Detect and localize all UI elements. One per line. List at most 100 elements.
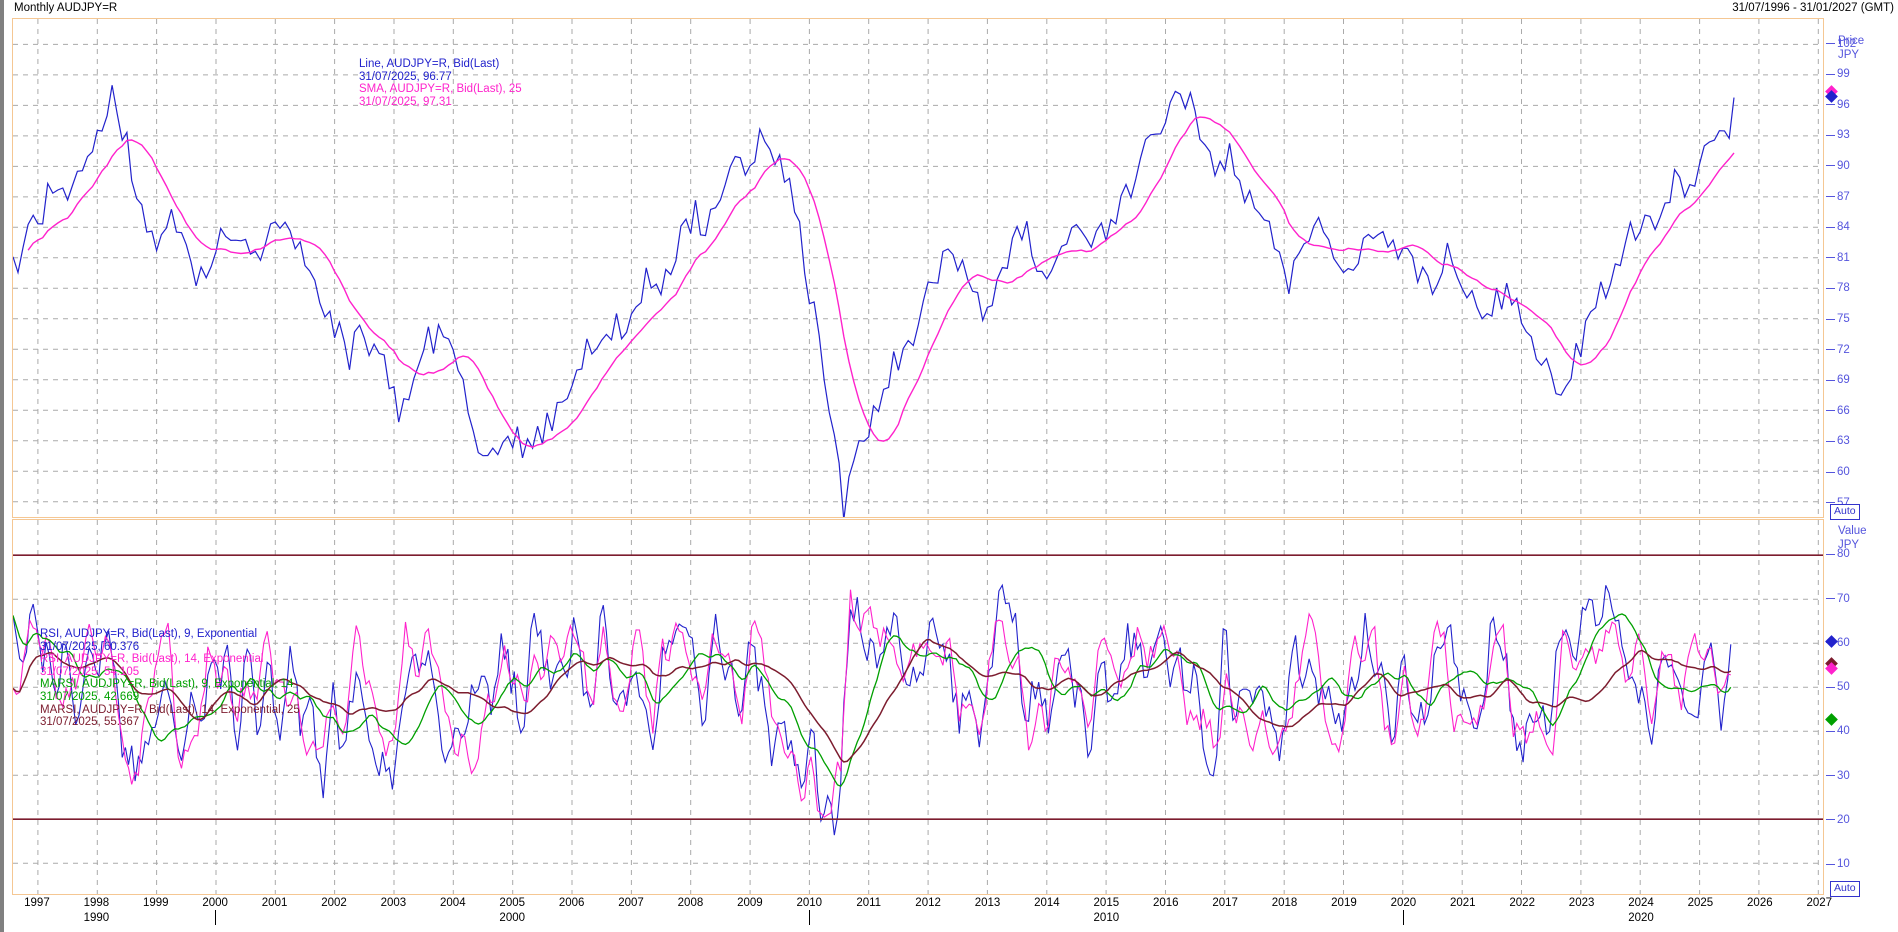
tick-dash bbox=[1826, 598, 1835, 600]
tick-label: 60 bbox=[1837, 636, 1850, 649]
tick-label: 60 bbox=[1837, 466, 1850, 479]
tick-dash bbox=[1826, 134, 1835, 136]
tick-label: 69 bbox=[1837, 374, 1850, 387]
x-axis: 1997 1998 1999 2000 2001 2002 2003 2004 2005 2006… bbox=[12, 896, 1832, 932]
x-axis-year-label: 2022 bbox=[1509, 897, 1535, 909]
tick-label: 20 bbox=[1837, 813, 1850, 826]
tick-dash bbox=[1826, 318, 1835, 320]
tick-dash bbox=[1826, 226, 1835, 228]
value-axis-tick: 40 bbox=[1826, 725, 1850, 737]
legend-rsi14: RSI, AUDJPY=R, Bid(Last), 14, Exponentia… bbox=[40, 653, 264, 666]
price-axis-tick: 69 bbox=[1826, 374, 1850, 386]
tick-label: 81 bbox=[1837, 251, 1850, 264]
tick-dash bbox=[1826, 165, 1835, 167]
x-axis-tick-mark bbox=[809, 910, 811, 925]
x-axis-year-label: 2009 bbox=[737, 897, 763, 909]
legend-marsi14-value: 31/07/2025, 55.367 bbox=[40, 716, 140, 729]
tick-label: 99 bbox=[1837, 68, 1850, 81]
price-plot bbox=[13, 19, 1823, 517]
value-axis-tick: 50 bbox=[1826, 681, 1850, 693]
tick-dash bbox=[1826, 819, 1835, 821]
x-axis-decade-label: 1990 bbox=[83, 912, 110, 924]
legend-sma-value: 31/07/2025, 97.31 bbox=[359, 95, 452, 108]
x-axis-year-label: 2025 bbox=[1687, 897, 1714, 909]
price-y-axis: Price JPY 102 99 96 93 90 87 84 81 78 75 72 69 66 63 6… bbox=[1825, 18, 1898, 520]
x-axis-year-label: 2026 bbox=[1747, 897, 1773, 909]
tick-dash bbox=[1826, 686, 1835, 688]
tick-dash bbox=[1826, 553, 1835, 555]
x-axis-year-label: 2007 bbox=[618, 897, 644, 909]
price-chart-panel[interactable] bbox=[12, 18, 1824, 518]
legend-line-price: Line, AUDJPY=R, Bid(Last) bbox=[359, 58, 500, 70]
indicator-plot bbox=[13, 520, 1823, 894]
legend-rsi9: RSI, AUDJPY=R, Bid(Last), 9, Exponential bbox=[40, 628, 258, 640]
tick-dash bbox=[1826, 379, 1835, 381]
legend-rsi9-value: 31/07/2025, 60.376 bbox=[40, 640, 140, 653]
tick-label: 90 bbox=[1837, 159, 1850, 172]
price-axis-tick: 90 bbox=[1826, 160, 1850, 172]
x-axis-year-label: 2027 bbox=[1806, 897, 1833, 909]
price-axis-tick: 66 bbox=[1826, 405, 1850, 417]
x-axis-year-label: 2008 bbox=[677, 897, 704, 909]
tick-label: 70 bbox=[1837, 592, 1850, 605]
x-axis-tick-mark bbox=[1403, 910, 1405, 925]
page-title: Monthly AUDJPY=R bbox=[14, 2, 118, 14]
x-axis-decade-label: 2020 bbox=[1628, 912, 1654, 924]
tick-dash bbox=[1826, 43, 1835, 44]
x-axis-year-label: 2018 bbox=[1271, 897, 1298, 909]
tick-label: 63 bbox=[1837, 435, 1850, 448]
tick-label: 87 bbox=[1837, 190, 1850, 203]
value-axis-tick: 80 bbox=[1826, 548, 1850, 560]
tick-label: 84 bbox=[1837, 221, 1850, 234]
tick-dash bbox=[1826, 196, 1835, 198]
value-axis-title: Value bbox=[1838, 525, 1867, 537]
x-axis-year-label: 2016 bbox=[1152, 897, 1179, 909]
date-range-label: 31/07/1996 - 31/01/2027 (GMT) bbox=[1732, 2, 1894, 14]
tick-dash bbox=[1826, 287, 1835, 289]
price-axis-title: Price bbox=[1838, 35, 1865, 47]
x-axis-year-label: 2017 bbox=[1212, 897, 1238, 909]
tick-label: 78 bbox=[1837, 282, 1850, 295]
legend-marsi14: MARSI, AUDJPY=R, Bid(Last), 14, Exponent… bbox=[40, 703, 300, 716]
price-axis-tick: 63 bbox=[1826, 435, 1850, 447]
value-axis-tick: 70 bbox=[1826, 593, 1850, 605]
x-axis-year-label: 2003 bbox=[380, 897, 407, 909]
x-axis-year-label: 1998 bbox=[83, 897, 110, 909]
x-axis-year-label: 2000 bbox=[202, 897, 228, 909]
price-axis-tick: 60 bbox=[1826, 466, 1850, 478]
tick-dash bbox=[1826, 73, 1835, 75]
price-axis-tick: 99 bbox=[1826, 68, 1850, 80]
tick-label: 66 bbox=[1837, 404, 1850, 417]
tick-dash bbox=[1826, 471, 1835, 473]
legend-marsi9-value: 31/07/2025, 42.669 bbox=[40, 690, 140, 703]
x-axis-year-label: 2021 bbox=[1449, 897, 1476, 909]
value-axis-tick: 10 bbox=[1826, 858, 1850, 870]
indicator-chart-panel[interactable] bbox=[12, 519, 1824, 895]
price-axis-unit: JPY bbox=[1838, 49, 1860, 61]
price-axis-tick: 84 bbox=[1826, 221, 1850, 233]
value-axis-unit: JPY bbox=[1838, 539, 1860, 551]
x-axis-year-label: 2023 bbox=[1568, 897, 1595, 909]
value-axis-auto-button[interactable]: Auto bbox=[1830, 881, 1860, 897]
tick-label: 10 bbox=[1837, 858, 1850, 871]
x-axis-decade-label: 2000 bbox=[499, 912, 526, 924]
x-axis-year-label: 1997 bbox=[24, 897, 50, 909]
chart-header: Monthly AUDJPY=R 31/07/1996 - 31/01/2027… bbox=[4, 0, 1898, 18]
tick-dash bbox=[1826, 349, 1835, 351]
x-axis-year-label: 2002 bbox=[321, 897, 347, 909]
x-axis-year-label: 2024 bbox=[1628, 897, 1654, 909]
tick-label: 50 bbox=[1837, 681, 1850, 694]
x-axis-year-label: 2019 bbox=[1331, 897, 1357, 909]
price-axis-tick: 72 bbox=[1826, 344, 1850, 356]
tick-label: 40 bbox=[1837, 725, 1850, 738]
x-axis-year-label: 2010 bbox=[796, 897, 823, 909]
tick-dash bbox=[1826, 863, 1835, 865]
legend-sma: SMA, AUDJPY=R, Bid(Last), 25 bbox=[359, 83, 522, 96]
tick-label: 75 bbox=[1837, 313, 1850, 326]
x-axis-year-label: 1999 bbox=[142, 897, 169, 909]
x-axis-year-label: 2020 bbox=[1390, 897, 1417, 909]
tick-dash bbox=[1826, 257, 1835, 259]
price-axis-auto-button[interactable]: Auto bbox=[1830, 504, 1860, 520]
value-axis-tick: 30 bbox=[1826, 770, 1850, 782]
tick-label: 80 bbox=[1837, 548, 1850, 561]
